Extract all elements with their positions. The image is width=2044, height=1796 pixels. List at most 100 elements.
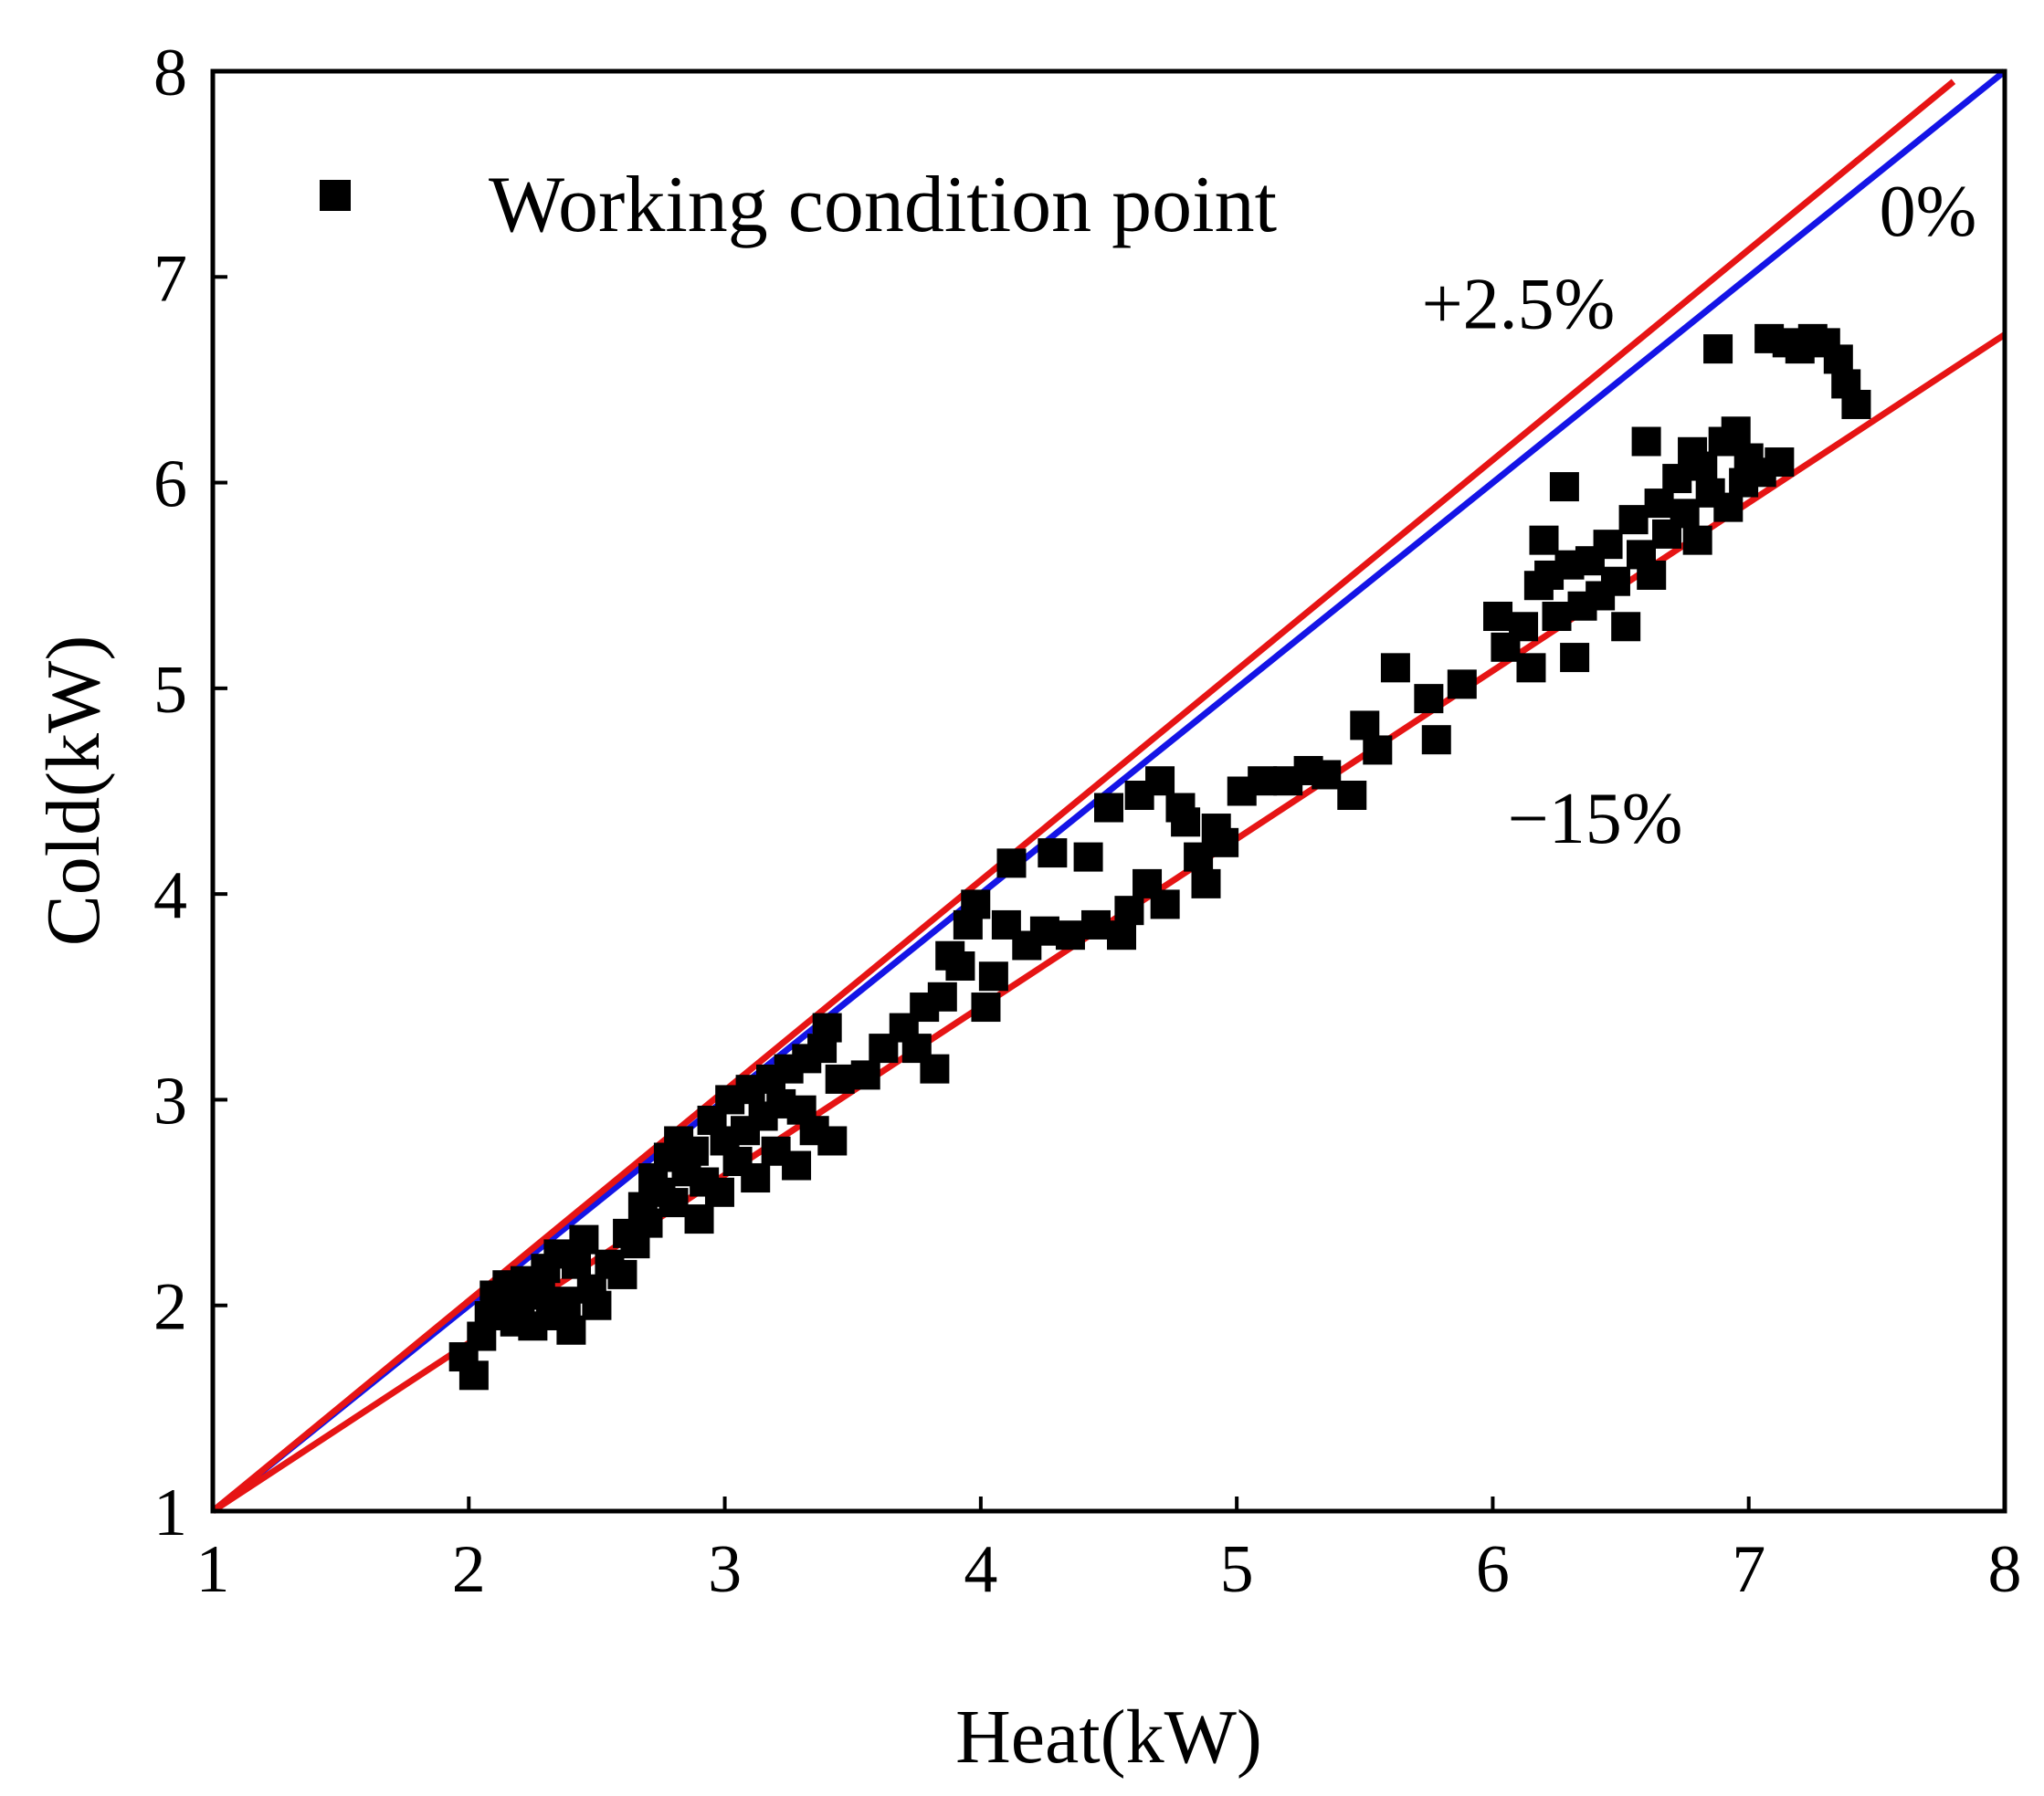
y-tick-label: 6 <box>153 447 187 522</box>
data-point <box>1703 334 1733 364</box>
data-point <box>850 1060 880 1090</box>
data-point <box>1080 909 1111 940</box>
data-point <box>1248 766 1278 796</box>
data-point <box>633 1208 663 1238</box>
data-point <box>1038 838 1068 868</box>
data-point <box>1312 760 1342 790</box>
x-tick-label: 3 <box>708 1532 742 1607</box>
data-point <box>607 1259 637 1289</box>
data-point <box>1150 889 1180 919</box>
data-point <box>1145 766 1175 796</box>
data-point <box>945 951 975 981</box>
data-point <box>961 889 991 919</box>
data-point <box>569 1224 599 1255</box>
data-point <box>684 1204 714 1234</box>
data-point <box>1447 669 1477 699</box>
data-point <box>1593 530 1623 560</box>
data-point <box>825 1064 855 1094</box>
y-tick-labels: 1 2 3 4 5 6 7 8 <box>153 36 187 1550</box>
data-point <box>996 848 1027 878</box>
data-point <box>1637 560 1667 590</box>
data-point <box>1483 602 1513 632</box>
data-point <box>1560 643 1590 673</box>
x-tick-label: 5 <box>1220 1532 1254 1607</box>
data-point <box>679 1136 709 1166</box>
x-tick-label: 7 <box>1732 1532 1765 1607</box>
y-tick-label: 2 <box>153 1270 187 1345</box>
data-point <box>741 1163 771 1193</box>
x-axis-title: Heat(kW) <box>955 1695 1262 1780</box>
data-points <box>448 323 1871 1391</box>
x-tick-label: 8 <box>1988 1532 2022 1607</box>
data-point <box>971 993 1001 1023</box>
data-point <box>1516 653 1546 683</box>
data-point <box>556 1315 586 1345</box>
data-point <box>817 1126 848 1156</box>
data-point <box>1662 464 1692 494</box>
x-tick-label: 1 <box>196 1532 230 1607</box>
data-point <box>1670 499 1700 529</box>
data-point <box>1721 416 1751 446</box>
legend-label: Working condition point <box>489 161 1277 249</box>
y-tick-label: 3 <box>153 1064 187 1139</box>
data-point <box>1549 472 1579 502</box>
data-point <box>1350 710 1380 740</box>
y-tick-label: 4 <box>153 858 187 933</box>
data-point <box>1414 684 1444 714</box>
data-point <box>1029 916 1059 946</box>
data-point <box>1055 920 1085 951</box>
data-point <box>1509 612 1539 642</box>
data-point <box>1841 389 1871 419</box>
x-tick-labels: 1 2 3 4 5 6 7 8 <box>196 1532 2022 1607</box>
data-point <box>582 1290 612 1320</box>
data-point <box>1618 505 1649 535</box>
data-point <box>1114 896 1144 926</box>
data-point <box>782 1150 812 1181</box>
data-point <box>458 1360 489 1391</box>
data-point <box>927 982 957 1012</box>
data-point <box>1421 725 1451 755</box>
y-tick-label: 7 <box>153 241 187 316</box>
data-point <box>1191 868 1221 898</box>
data-point <box>812 1013 842 1043</box>
data-point <box>978 961 1008 992</box>
y-tick-label: 5 <box>153 653 187 728</box>
legend-marker-square <box>320 180 351 211</box>
data-point <box>1094 793 1123 823</box>
data-point <box>1337 781 1367 811</box>
legend: Working condition point <box>320 161 1277 249</box>
data-point <box>1184 842 1214 872</box>
data-point <box>1713 492 1744 522</box>
data-point <box>1631 426 1661 457</box>
data-point <box>1363 735 1393 765</box>
data-point <box>1644 488 1674 519</box>
data-point <box>562 1249 592 1279</box>
x-tick-label: 2 <box>452 1532 486 1607</box>
data-point <box>1600 566 1630 596</box>
line-annotation-2: −15% <box>1508 779 1683 859</box>
y-axis-title: Cold(kW) <box>31 635 116 947</box>
data-point <box>1682 525 1712 555</box>
data-point <box>1171 807 1201 837</box>
data-point <box>1765 447 1795 478</box>
line-annotation-1: +2.5% <box>1422 265 1616 345</box>
y-tick-label: 8 <box>153 36 187 110</box>
axis-ticks <box>211 69 2007 1513</box>
data-point <box>1107 920 1137 951</box>
data-point <box>1209 827 1239 857</box>
line-annotations: 0% +2.5% −15% <box>1422 172 1977 859</box>
data-point <box>659 1188 689 1218</box>
x-tick-label: 6 <box>1476 1532 1510 1607</box>
x-tick-label: 4 <box>964 1532 997 1607</box>
data-point <box>1073 842 1103 872</box>
data-point <box>1380 653 1410 683</box>
data-point <box>1529 525 1559 555</box>
line-annotation-0: 0% <box>1880 172 1977 252</box>
data-point <box>1611 612 1641 642</box>
data-point <box>1542 602 1572 632</box>
data-point <box>920 1054 950 1084</box>
data-point <box>1823 344 1853 374</box>
y-tick-label: 1 <box>153 1476 187 1550</box>
